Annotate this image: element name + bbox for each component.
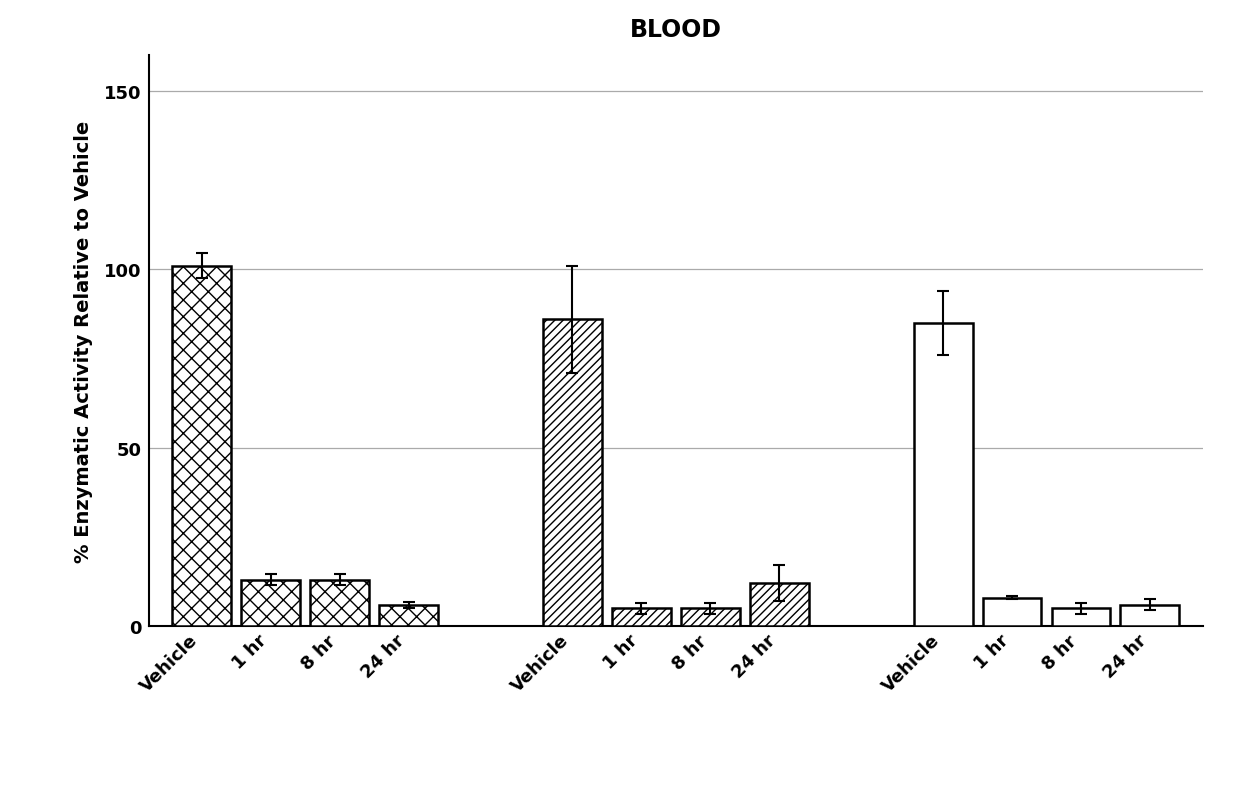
Y-axis label: % Enzymatic Activity Relative to Vehicle: % Enzymatic Activity Relative to Vehicle xyxy=(74,120,93,562)
Bar xyxy=(1121,605,1179,626)
Bar xyxy=(242,580,300,626)
Bar xyxy=(1052,609,1110,626)
Bar xyxy=(172,267,231,626)
Bar xyxy=(611,609,671,626)
Bar xyxy=(681,609,740,626)
Bar xyxy=(750,584,808,626)
Bar xyxy=(379,605,438,626)
Bar xyxy=(310,580,370,626)
Bar xyxy=(543,320,601,626)
Bar xyxy=(914,324,972,626)
Bar xyxy=(982,597,1042,626)
Title: BLOOD: BLOOD xyxy=(630,18,722,42)
